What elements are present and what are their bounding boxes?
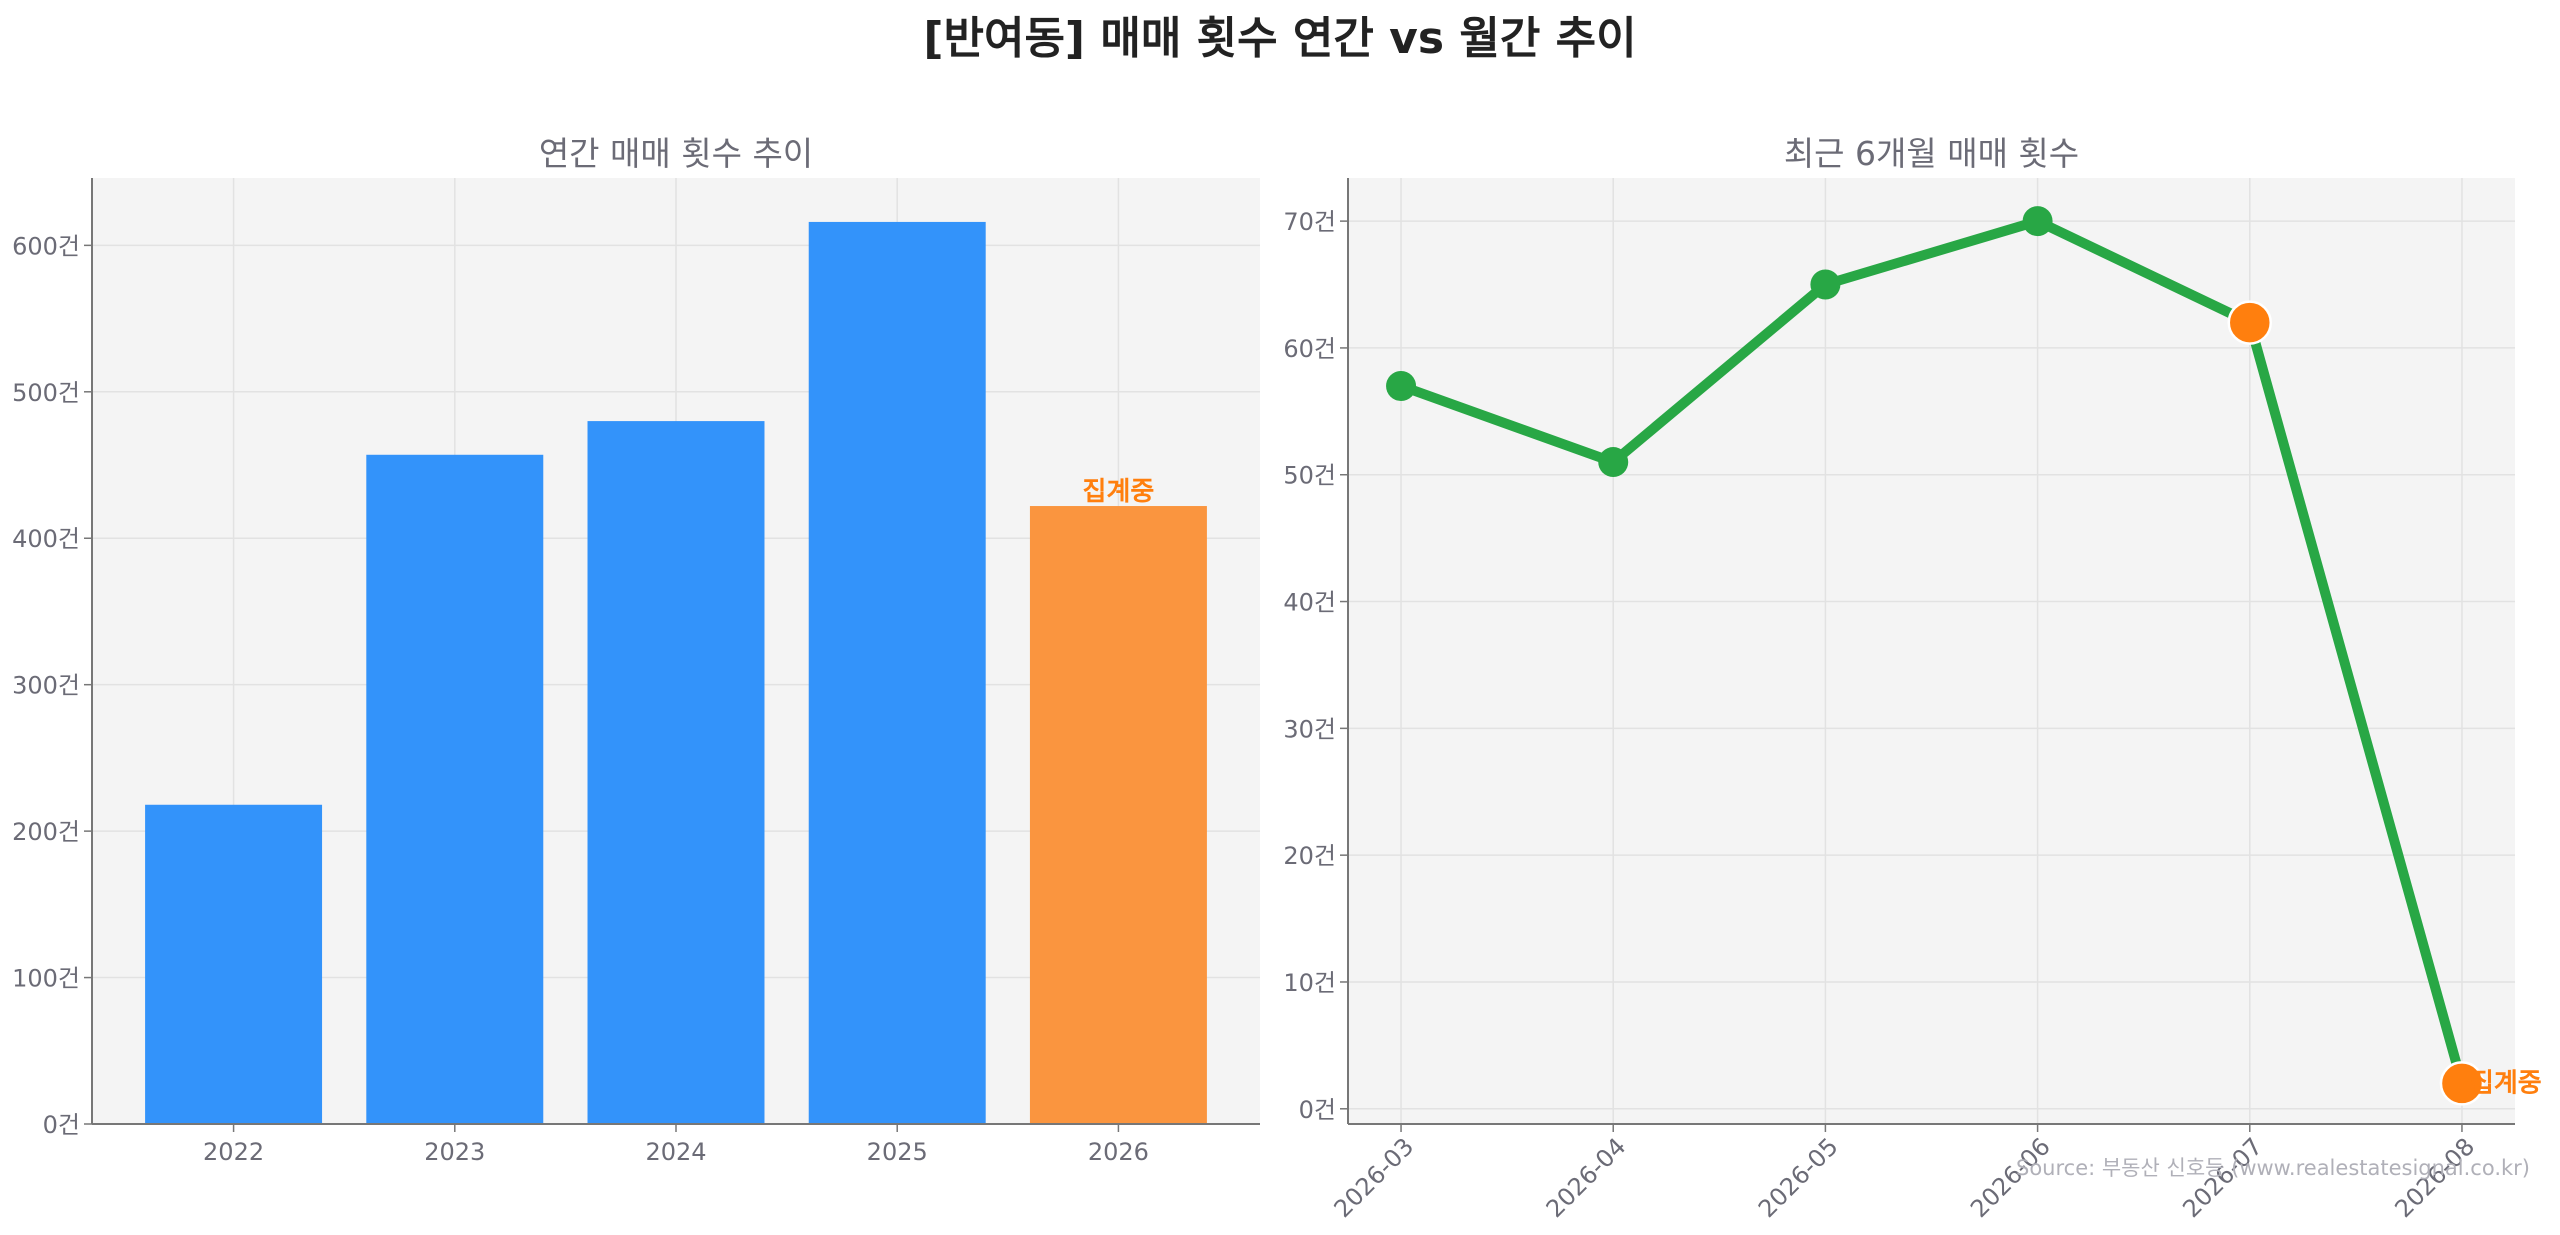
x-tick-label: 2026-03 xyxy=(1329,1132,1420,1223)
y-tick-label: 70건 xyxy=(1283,208,1336,236)
point-2026-08 xyxy=(2439,1061,2485,1106)
source-note: Source: 부동산 신호등 (www.realestatesignal.co… xyxy=(2016,1156,2530,1180)
y-tick-label: 100건 xyxy=(12,965,80,993)
point-2026-07 xyxy=(2227,300,2273,345)
point-2026-05 xyxy=(1810,269,1841,300)
point-2026-06 xyxy=(2022,206,2053,237)
y-tick-label: 40건 xyxy=(1283,589,1336,617)
y-tick-label: 200건 xyxy=(12,818,80,846)
y-tick-label: 0건 xyxy=(43,1111,80,1139)
bar-2023 xyxy=(366,454,544,1125)
x-tick-label: 2026-04 xyxy=(1541,1132,1632,1223)
y-tick-label: 30건 xyxy=(1283,715,1336,743)
line-chart-title: 최근 6개월 매매 횟수 xyxy=(1784,134,2079,173)
point-2026-04 xyxy=(1598,447,1629,478)
annual-bar-chart: 집계중 0건 100건 200건 300건 400건 500건 600건 2022 2023 202… xyxy=(12,134,1260,1166)
y-tick-label: 60건 xyxy=(1283,335,1336,363)
line-annotation: 집계중 xyxy=(2470,1068,2542,1098)
bar-2024 xyxy=(587,421,765,1124)
y-tick-label: 50건 xyxy=(1283,462,1336,490)
bar-2022 xyxy=(145,804,323,1124)
y-tick-label: 300건 xyxy=(12,672,80,700)
series-line xyxy=(1396,216,2467,1089)
bar-2026 xyxy=(1029,506,1207,1124)
monthly-line-chart: 집계중 0건 10건 20건 30건 40건 50건 60건 70건 2026-03 2026-04… xyxy=(1283,134,2541,1223)
y-tick-label: 600건 xyxy=(12,232,80,260)
x-tick-label: 2022 xyxy=(203,1138,264,1166)
bar-annotation: 집계중 xyxy=(1083,477,1155,507)
x-tick-label: 2026 xyxy=(1088,1138,1149,1166)
bar-chart-title: 연간 매매 횟수 추이 xyxy=(539,134,813,173)
x-tick-label: 2023 xyxy=(424,1138,485,1166)
bar-2025 xyxy=(808,221,986,1124)
plot-area xyxy=(1348,178,2515,1124)
y-tick-label: 20건 xyxy=(1283,842,1336,870)
y-tick-label: 500건 xyxy=(12,379,80,407)
x-tick-label: 2026-05 xyxy=(1753,1132,1844,1223)
page-title: [반여동] 매매 횟수 연간 vs 월간 추이 xyxy=(923,13,1637,64)
y-tick-label: 400건 xyxy=(12,525,80,553)
y-tick-label: 10건 xyxy=(1283,969,1336,997)
x-tick-label: 2024 xyxy=(645,1138,706,1166)
y-tick-label: 0건 xyxy=(1299,1096,1336,1124)
point-2026-03 xyxy=(1386,370,1417,401)
x-tick-label: 2025 xyxy=(867,1138,928,1166)
